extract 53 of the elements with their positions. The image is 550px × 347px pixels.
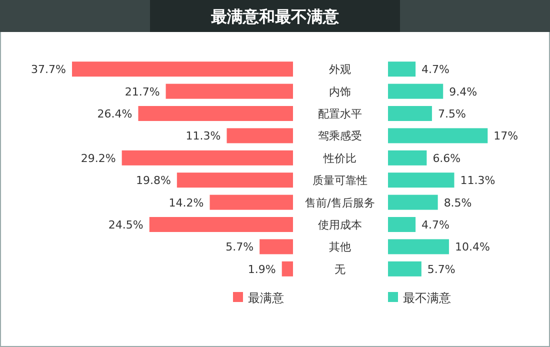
data-label: 7.5% [438, 108, 466, 120]
data-label: 5.7% [226, 240, 254, 254]
y-tick-label: 配置水平 [318, 108, 362, 120]
data-label: 8.5% [444, 196, 472, 210]
data-label: 4.7% [422, 218, 450, 232]
legend-label: 最不满意 [403, 291, 451, 305]
y-tick-label: 质量可靠性 [312, 174, 368, 188]
bar [388, 172, 454, 188]
bar [388, 150, 427, 166]
legend-label: 最满意 [248, 291, 284, 305]
bar [388, 194, 438, 210]
bar [149, 217, 293, 232]
bar [388, 62, 416, 77]
data-label: 11.3% [186, 130, 221, 143]
data-label: 4.7% [422, 63, 450, 76]
y-tick-label: 性价比 [322, 152, 356, 165]
bar [388, 217, 416, 232]
bar [210, 194, 293, 210]
bar [388, 239, 449, 254]
bar [166, 84, 293, 99]
data-label: 17% [494, 130, 518, 143]
bar [176, 172, 293, 188]
data-label: 14.2% [168, 196, 204, 210]
bar [388, 261, 422, 276]
data-label: 29.2% [80, 152, 116, 165]
bar [282, 261, 293, 276]
y-tick-label: 驾乘感受 [318, 130, 362, 143]
bar [388, 106, 432, 121]
data-label: 21.7% [124, 85, 160, 98]
data-label: 24.5% [108, 218, 144, 232]
data-label: 19.8% [136, 174, 171, 188]
bar [260, 239, 293, 254]
data-label: 1.9% [248, 262, 276, 276]
bar [72, 62, 293, 77]
data-label: 11.3% [460, 174, 496, 188]
data-label: 37.7% [31, 63, 66, 76]
bar [226, 128, 293, 144]
y-tick-label: 无 [334, 262, 346, 276]
bar [388, 128, 488, 144]
y-tick-label: 售前/售后服务 [305, 196, 375, 210]
y-tick-label: 内饰 [329, 85, 351, 98]
data-label: 6.6% [432, 152, 461, 165]
bar [388, 84, 444, 99]
data-label: 9.4% [449, 85, 478, 98]
data-label: 26.4% [97, 108, 132, 120]
y-tick-label: 使用成本 [318, 218, 362, 232]
bar [138, 106, 293, 121]
y-tick-label: 外观 [329, 63, 351, 76]
data-label: 5.7% [427, 262, 456, 276]
data-label: 10.4% [454, 240, 490, 254]
chart-title: 最满意和最不满意 [210, 7, 340, 26]
y-tick-label: 其他 [329, 240, 351, 254]
bar [122, 150, 293, 166]
